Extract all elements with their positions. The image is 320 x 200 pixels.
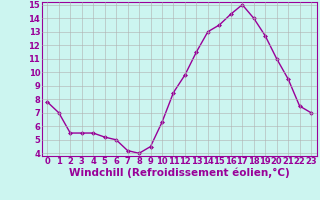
- X-axis label: Windchill (Refroidissement éolien,°C): Windchill (Refroidissement éolien,°C): [69, 168, 290, 178]
